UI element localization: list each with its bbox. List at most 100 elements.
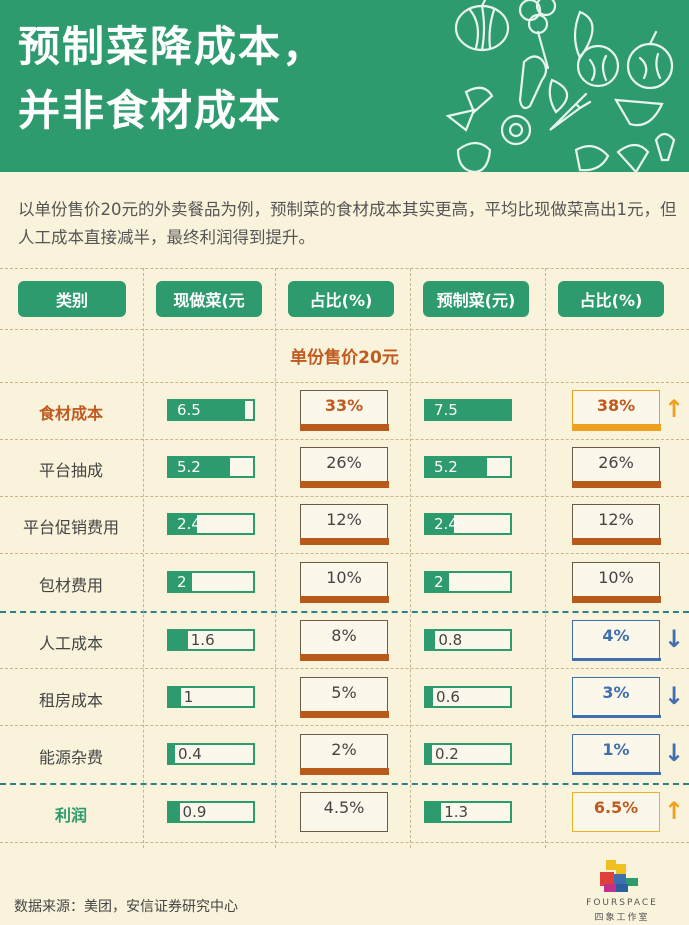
pct-label: 38% <box>596 396 636 415</box>
value-label: 0.2 <box>435 745 459 763</box>
value-fill <box>169 745 175 763</box>
grid-line <box>0 268 689 269</box>
prepared-value-bar: 0.2 <box>424 743 512 765</box>
separator-line <box>0 611 689 613</box>
pct-underline <box>571 714 661 718</box>
prepared-pct-box: 26% <box>571 447 661 488</box>
value-label: 1 <box>183 688 194 706</box>
prepared-value-bar: 2.4 <box>424 513 512 535</box>
separator-line <box>0 783 689 785</box>
fresh-value-bar: 1 <box>167 686 255 708</box>
grid-line <box>0 725 689 726</box>
row-category: 租房成本 <box>38 691 103 710</box>
value-label: 2 <box>434 573 444 591</box>
fresh-pct-box: 10% <box>299 562 389 603</box>
pct-underline <box>571 771 661 775</box>
pct-label: 33% <box>324 396 364 415</box>
prepared-value-bar: 0.6 <box>424 686 512 708</box>
value-label: 2.4 <box>177 515 201 533</box>
value-fill <box>169 458 230 476</box>
grid-line <box>0 439 689 440</box>
fresh-pct-box: 26% <box>299 447 389 488</box>
fresh-pct-box: 4.5% <box>300 792 388 832</box>
prepared-pct-box: 4% <box>571 620 661 661</box>
pct-label: 1% <box>602 740 630 759</box>
arrow-up-icon: ↑ <box>664 395 685 423</box>
row-category: 平台抽成 <box>38 461 103 480</box>
pct-label: 6.5% <box>593 798 639 817</box>
prepared-pct-box: 6.5% <box>572 792 660 832</box>
vegetable-illustration <box>445 0 676 172</box>
pct-underline <box>571 480 661 488</box>
pct-underline <box>299 710 389 718</box>
pct-label: 12% <box>598 510 634 529</box>
row-category: 利润 <box>54 806 87 825</box>
grid-line <box>275 268 276 848</box>
value-label: 6.5 <box>177 401 201 419</box>
fresh-value-bar: 5.2 <box>167 456 255 478</box>
prepared-value-bar: 5.2 <box>424 456 512 478</box>
pct-label: 10% <box>326 568 362 587</box>
pct-underline <box>299 767 389 775</box>
pct-label: 10% <box>598 568 634 587</box>
title-line-1: 预制菜降成本， <box>18 22 327 71</box>
value-fill <box>169 688 181 706</box>
value-fill <box>426 515 455 533</box>
subheading: 单份售价20元 <box>290 348 399 368</box>
value-label: 2 <box>177 573 187 591</box>
value-fill <box>426 401 510 419</box>
fresh-pct-box: 5% <box>299 677 389 718</box>
row-category: 能源杂费 <box>38 748 103 767</box>
pct-label: 4.5% <box>323 798 365 817</box>
prepared-pct-box: 12% <box>571 504 661 545</box>
grid-line <box>0 329 689 330</box>
fresh-pct-box: 12% <box>299 504 389 545</box>
pct-label: 5% <box>331 683 357 702</box>
foursquare-logo <box>600 860 638 892</box>
grid-line <box>0 842 689 843</box>
pct-underline <box>299 480 389 488</box>
row-category: 人工成本 <box>38 634 103 653</box>
row-category: 食材成本 <box>38 404 103 423</box>
prepared-value-bar: 0.8 <box>424 629 512 651</box>
pct-underline <box>299 537 389 545</box>
fresh-value-bar: 6.5 <box>167 399 255 421</box>
fresh-value-bar: 1.6 <box>167 629 255 651</box>
row-category: 包材费用 <box>38 576 103 595</box>
prepared-value-bar: 1.3 <box>424 801 512 823</box>
source-note: 数据来源：美团，安信证券研究中心 <box>14 899 238 915</box>
value-label: 2.4 <box>434 515 458 533</box>
fresh-pct-box: 33% <box>299 390 389 431</box>
fresh-pct-box: 2% <box>299 734 389 775</box>
pct-underline <box>571 423 661 431</box>
value-fill <box>169 573 193 591</box>
header-category: 类别 <box>18 281 126 317</box>
header-prepared-value: 预制菜(元) <box>423 281 529 317</box>
header-fresh-value: 现做菜(元 <box>156 281 262 317</box>
value-label: 1.6 <box>190 631 215 649</box>
prepared-pct-box: 38% <box>571 390 661 431</box>
fresh-value-bar: 2.4 <box>167 513 255 535</box>
pct-underline <box>299 653 389 661</box>
pct-label: 3% <box>602 683 630 702</box>
value-label: 5.2 <box>177 458 201 476</box>
prepared-pct-box: 10% <box>571 562 661 603</box>
value-label: 5.2 <box>434 458 458 476</box>
pct-label: 8% <box>331 626 357 645</box>
pct-label: 2% <box>331 740 357 759</box>
pct-underline <box>299 423 389 431</box>
grid-line <box>545 268 546 848</box>
grid-line <box>0 496 689 497</box>
fresh-value-bar: 0.4 <box>167 743 255 765</box>
pct-label: 26% <box>326 453 362 472</box>
pct-label: 4% <box>602 626 630 645</box>
value-fill <box>426 631 436 649</box>
value-fill <box>169 401 246 419</box>
value-label: 0.9 <box>182 803 207 821</box>
value-fill <box>169 515 198 533</box>
header-prepared-pct: 占比(%) <box>558 281 664 317</box>
intro-text: 以单份售价20元的外卖餐品为例，预制菜的食材成本其实更高，平均比现做菜高出1元，… <box>18 200 677 247</box>
title-line-2: 并非食材成本 <box>18 86 283 135</box>
fresh-value-bar: 2 <box>167 571 255 593</box>
value-label: 1.3 <box>444 803 469 821</box>
